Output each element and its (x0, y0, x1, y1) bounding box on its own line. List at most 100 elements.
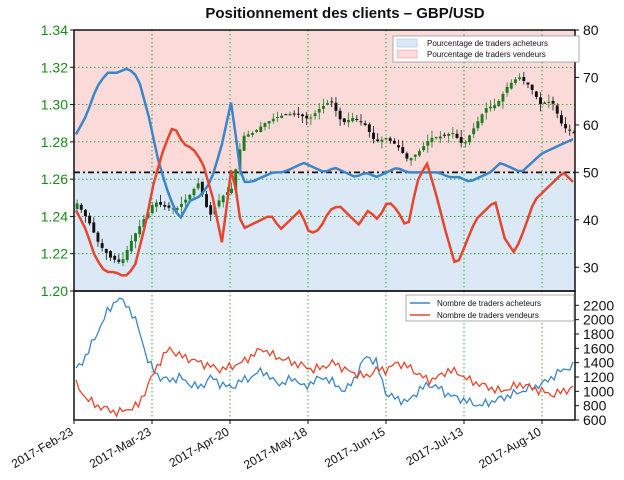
candle-body (476, 121, 480, 129)
candle-body (472, 128, 476, 135)
legend-label-sell-percent: Pourcentage de traders vendeurs (427, 50, 546, 59)
candle-body (555, 105, 559, 114)
buy-count-line (75, 297, 574, 409)
percent-tick-label: 70 (583, 69, 599, 85)
candle-body (497, 100, 501, 107)
candle-body (564, 124, 568, 129)
candle-body (334, 102, 338, 111)
candle-body (321, 105, 325, 109)
candle-body (188, 194, 192, 200)
candle-body (443, 134, 446, 136)
price-tick-label: 1.32 (41, 59, 68, 75)
candle-body (488, 106, 492, 109)
candle-body (125, 250, 129, 261)
candle-body (455, 133, 459, 138)
candle-body (246, 134, 250, 137)
candle-body (438, 136, 442, 139)
candle-body (192, 189, 196, 196)
candle-body (543, 102, 547, 104)
candle-body (463, 142, 467, 144)
count-tick-label: 1600 (583, 340, 614, 356)
candle-body (100, 243, 104, 248)
candle-body (401, 147, 405, 153)
candle-body (167, 205, 171, 208)
candle-body (367, 124, 371, 132)
date-tick-label: 2017-Aug-10 (476, 424, 543, 471)
buy-percent-fill (74, 172, 575, 291)
candle-body (501, 93, 505, 102)
candle-body (388, 138, 392, 141)
candle-body (384, 138, 388, 140)
candle-body (96, 232, 100, 242)
candle-body (280, 115, 284, 118)
count-tick-label: 2000 (583, 312, 614, 328)
price-panel-fills (74, 30, 575, 291)
candle-body (355, 118, 359, 120)
candle-body (88, 215, 92, 224)
candle-body (267, 121, 271, 124)
percent-tick-label: 80 (583, 22, 599, 38)
candle-body (109, 251, 112, 258)
date-axis: 2017-Feb-23 2017-Mar-23 2017-Apr-20 2017-Ma… (9, 420, 544, 472)
candle-body (330, 101, 334, 103)
price-tick-label: 1.30 (41, 97, 68, 113)
candle-body (526, 82, 530, 85)
candle-body (547, 101, 551, 103)
percent-tick-label: 60 (583, 117, 599, 133)
price-legend: Pourcentage de traders acheteurs Pourcen… (392, 35, 580, 63)
price-tick-label: 1.22 (41, 246, 68, 262)
candle-body (313, 113, 317, 117)
candle-body (459, 137, 463, 143)
count-tick-label: 1200 (583, 369, 614, 385)
candle-body (434, 137, 438, 139)
date-tick-label: 2017-May-18 (241, 424, 310, 472)
candle-body (417, 151, 421, 156)
price-tick-label: 1.24 (41, 208, 68, 224)
candle-body (514, 79, 517, 83)
candle-body (342, 118, 346, 123)
candle-body (129, 240, 133, 252)
count-tick-label: 1400 (583, 355, 614, 371)
candle-body (468, 135, 471, 143)
candle-body (83, 209, 87, 217)
candle-body (347, 119, 350, 123)
candle-body (572, 132, 576, 134)
candle-body (309, 117, 313, 119)
candle-body (221, 195, 225, 203)
candle-body (301, 114, 304, 117)
candle-body (397, 145, 401, 148)
candle-body (250, 132, 254, 135)
candle-body (447, 133, 451, 136)
candle-body (372, 132, 375, 140)
candle-body (134, 233, 137, 242)
candle-body (217, 200, 221, 207)
candle-body (292, 113, 296, 115)
candle-body (351, 117, 355, 122)
candle-body (255, 130, 259, 132)
date-tick-label: 2017-Mar-23 (87, 424, 154, 471)
candle-body (284, 114, 288, 116)
candle-body (288, 113, 292, 116)
candle-body (200, 181, 204, 195)
candle-body (184, 199, 188, 203)
candle-body (484, 108, 488, 113)
candle-body (159, 202, 163, 205)
chart-title: Positionnement des clients – GBP/USD (205, 5, 484, 22)
candle-body (317, 109, 321, 113)
date-tick-label: 2017-Feb-23 (9, 424, 76, 471)
candle-body (376, 139, 380, 142)
candle-body (559, 115, 563, 124)
candle-body (234, 169, 238, 191)
short-percent-line (74, 127, 574, 277)
candle-body (271, 118, 275, 122)
candle-body (104, 249, 108, 253)
candle-body (426, 141, 430, 146)
candle-body (380, 139, 384, 142)
candle-body (392, 140, 396, 144)
percent-tick-label: 40 (583, 212, 599, 228)
count-tick-label: 1000 (583, 383, 614, 399)
candle-body (530, 84, 534, 91)
candle-body (263, 123, 267, 127)
count-legend: Nombre de traders acheteurs Nombre de tr… (405, 294, 575, 322)
candle-body (79, 204, 83, 210)
